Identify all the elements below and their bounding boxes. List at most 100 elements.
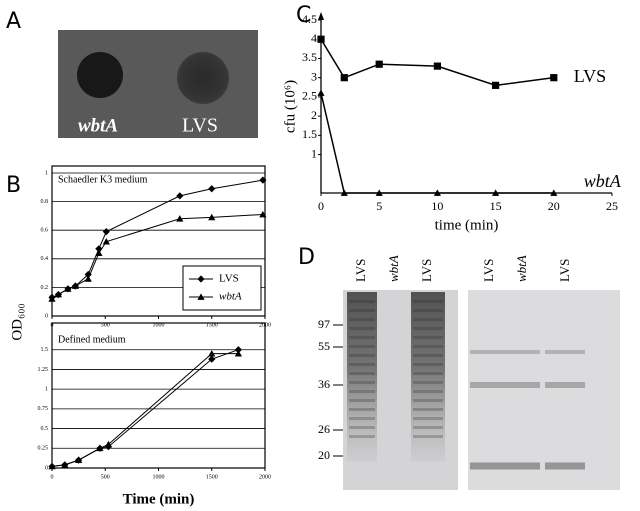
data-point — [234, 350, 242, 357]
y-tick-label: 1 — [45, 170, 48, 176]
gel-band — [413, 309, 443, 312]
size-marker-label: 26 — [318, 422, 330, 436]
data-point — [433, 62, 441, 70]
data-point — [71, 282, 80, 289]
x-tick-label: 10 — [431, 199, 443, 213]
gel-band — [545, 382, 585, 388]
gel-band — [349, 381, 375, 384]
size-marker-label: 55 — [318, 339, 330, 353]
y-axis-label: cfu (10⁶) — [282, 80, 298, 133]
gel-band — [413, 318, 443, 321]
data-point — [61, 461, 69, 468]
y-tick-label: 1.5 — [41, 347, 49, 353]
legend-box — [182, 265, 262, 311]
x-tick-label: 500 — [101, 474, 110, 480]
lane-label: LVS — [481, 259, 496, 282]
y-tick-label: 1.25 — [38, 367, 49, 373]
data-point — [259, 210, 267, 218]
data-point — [84, 270, 92, 279]
x-tick-label: 5 — [376, 199, 382, 213]
y-tick-label: 2.5 — [302, 89, 317, 103]
gel-band — [413, 426, 443, 429]
data-point — [208, 350, 216, 357]
lane-label: wbtA — [514, 255, 529, 282]
gel-band — [413, 399, 443, 402]
gel-band — [413, 417, 443, 420]
data-point — [208, 185, 216, 193]
x-axis-label: Time (min) — [123, 491, 195, 507]
size-marker-label: 97 — [318, 317, 330, 331]
data-point — [259, 176, 267, 184]
gel-band — [349, 372, 375, 375]
y-tick-label: 0 — [45, 313, 48, 319]
plot-frame — [51, 165, 266, 317]
data-point — [234, 346, 242, 354]
legend-marker — [197, 275, 205, 283]
gel-band — [413, 390, 443, 393]
colony — [77, 52, 123, 98]
data-point — [375, 189, 383, 196]
gel-band — [508, 350, 540, 354]
gel-band — [349, 300, 375, 303]
y-tick-label: 0 — [45, 465, 48, 471]
gel-bands — [349, 300, 585, 470]
gel-band — [508, 462, 540, 470]
gel-band — [413, 408, 443, 411]
panel-label: D — [298, 245, 315, 270]
y-tick-label: 4 — [311, 31, 317, 45]
data-point — [84, 275, 92, 282]
gel-band — [413, 381, 443, 384]
legend-label: LVS — [219, 273, 239, 285]
gel-band — [413, 327, 443, 330]
x-tick-label: 0 — [51, 474, 54, 480]
y-tick-label: 2 — [311, 108, 317, 122]
data-line — [51, 213, 263, 300]
data-point — [550, 74, 558, 82]
gel-band — [349, 363, 375, 366]
legend-label: wbtA — [219, 291, 242, 303]
data-point — [176, 192, 184, 200]
axis-arrow — [318, 12, 324, 20]
plot-frame — [51, 322, 266, 469]
y-tick-label: 4.5 — [302, 12, 317, 26]
y-tick-label: 1.5 — [302, 127, 317, 141]
data-point — [340, 74, 348, 82]
gel-band — [349, 399, 375, 402]
y-tick-label: 0.2 — [41, 285, 49, 291]
data-point — [75, 456, 83, 463]
gel-band — [349, 336, 375, 339]
gel-band — [470, 382, 508, 388]
x-axis-label: time (min) — [435, 217, 499, 233]
chart-title: Defined medium — [58, 334, 126, 345]
gel-band — [470, 462, 508, 470]
x-tick-label: 1500 — [206, 474, 218, 480]
data-point — [102, 228, 110, 236]
data-point — [64, 285, 72, 292]
gel-band — [413, 336, 443, 339]
data-point — [95, 249, 103, 256]
panel-label: B — [6, 173, 21, 198]
gel-band — [349, 390, 375, 393]
gel-band — [545, 350, 585, 354]
x-tick-label: 0 — [318, 199, 324, 213]
data-point — [433, 189, 441, 196]
data-point — [176, 215, 184, 222]
gel-band — [349, 408, 375, 411]
gel-band — [349, 354, 375, 357]
x-tick-label: 1000 — [153, 474, 165, 480]
gel-lane — [347, 292, 377, 462]
data-point — [550, 189, 558, 196]
data-line — [320, 38, 554, 87]
gel-band — [545, 462, 585, 470]
data-point — [95, 245, 103, 253]
data-point — [48, 462, 56, 470]
series-label: LVS — [574, 66, 606, 86]
gel-band — [470, 350, 508, 354]
data-point — [492, 189, 500, 196]
data-line — [51, 353, 239, 467]
gel-band — [413, 300, 443, 303]
strain-label: LVS — [182, 115, 218, 137]
y-tick-label: 0.8 — [41, 199, 49, 205]
lane-label: wbtA — [386, 255, 401, 282]
data-point — [102, 238, 110, 245]
